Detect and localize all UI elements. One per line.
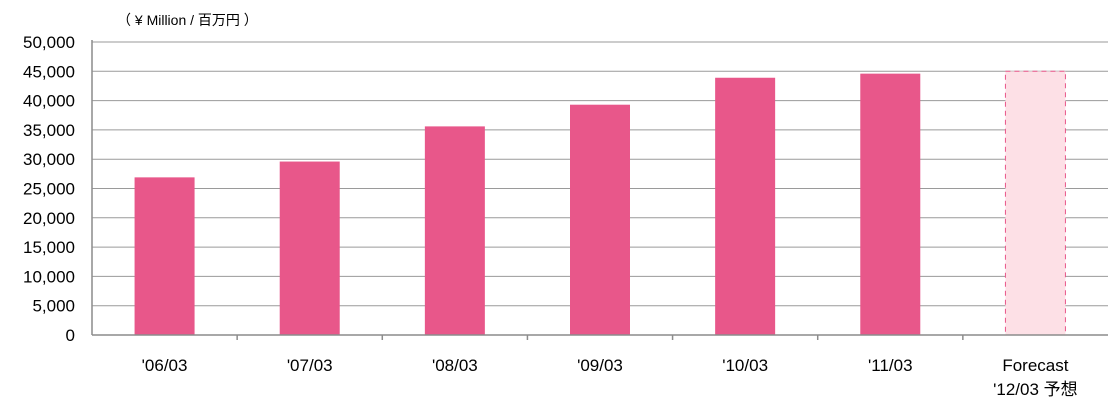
x-tick-label: '10/03 bbox=[722, 356, 768, 375]
bar bbox=[570, 104, 630, 336]
bar bbox=[715, 77, 776, 335]
y-tick-label: 45,000 bbox=[23, 62, 75, 81]
x-tick-label: '11/03 bbox=[868, 356, 913, 375]
bar bbox=[279, 161, 340, 335]
forecast-bar bbox=[1004, 70, 1066, 336]
y-tick-label: 25,000 bbox=[23, 180, 75, 199]
y-tick-label: 0 bbox=[66, 326, 75, 345]
x-tick-labels: '06/03 '07/03 '08/03 '09/03 '10/03 '11/03 Fore… bbox=[142, 356, 1078, 399]
x-tick-label: '07/03 bbox=[287, 356, 333, 375]
bars bbox=[134, 70, 1066, 336]
bar bbox=[860, 73, 921, 336]
y-tick-label: 30,000 bbox=[23, 150, 75, 169]
bar bbox=[424, 126, 485, 335]
y-tick-label: 40,000 bbox=[23, 92, 75, 111]
y-tick-label: 5,000 bbox=[32, 297, 75, 316]
bar bbox=[134, 177, 195, 335]
unit-label: （ ¥ Million / 百万円 ） bbox=[117, 12, 258, 28]
y-tick-label: 35,000 bbox=[23, 121, 75, 140]
y-tick-label: 15,000 bbox=[23, 238, 75, 257]
y-tick-label: 20,000 bbox=[23, 209, 75, 228]
x-tick-label: '08/03 bbox=[432, 356, 478, 375]
x-tick-label: '12/03 予想 bbox=[993, 380, 1078, 399]
y-tick-labels: 0 5,000 10,000 15,000 20,000 25,000 30,000 35,0… bbox=[23, 33, 75, 345]
y-tick-label: 10,000 bbox=[23, 267, 75, 286]
x-tick-label: Forecast bbox=[1002, 356, 1068, 375]
x-tick-label: '09/03 bbox=[577, 356, 623, 375]
x-tick-label: '06/03 bbox=[142, 356, 188, 375]
axes bbox=[91, 40, 1108, 340]
y-tick-label: 50,000 bbox=[23, 33, 75, 52]
